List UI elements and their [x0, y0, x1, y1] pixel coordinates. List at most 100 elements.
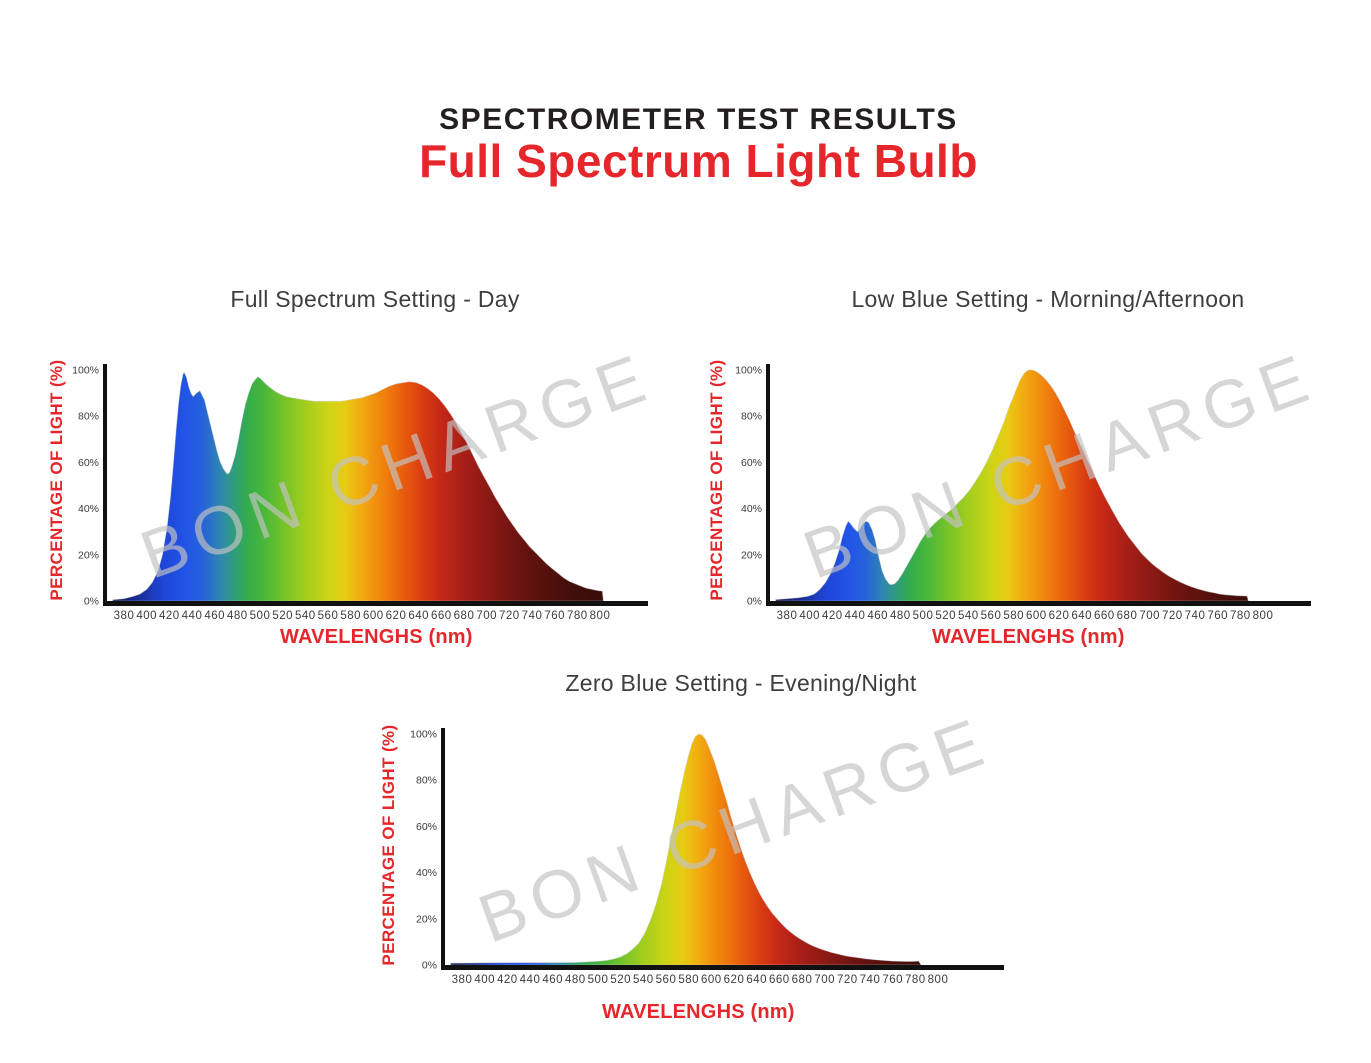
x-tick-label: 760 — [544, 610, 565, 622]
y-tick-label: 20% — [78, 549, 99, 561]
x-tick-label: 520 — [935, 610, 956, 622]
x-tick-label: 600 — [363, 610, 384, 622]
y-tick-label: 20% — [416, 913, 437, 925]
x-tick-label: 440 — [845, 610, 866, 622]
y-tick-label: 60% — [741, 457, 762, 469]
x-tick-label: 380 — [777, 610, 798, 622]
chart-title: Low Blue Setting - Morning/Afternoon — [851, 286, 1245, 312]
chart-title: Full Spectrum Setting - Day — [230, 286, 520, 312]
x-tick-label: 580 — [678, 974, 699, 986]
x-tick-label: 520 — [272, 610, 293, 622]
x-axis-label: WAVELENGHS (nm) — [280, 626, 473, 648]
y-axis-line — [766, 364, 770, 606]
x-tick-label: 440 — [520, 974, 541, 986]
x-tick-label: 740 — [1185, 610, 1206, 622]
x-tick-label: 640 — [408, 610, 429, 622]
x-tick-label: 640 — [746, 974, 767, 986]
y-tick-label: 0% — [747, 596, 762, 608]
x-tick-label: 720 — [1162, 610, 1183, 622]
x-tick-label: 480 — [890, 610, 911, 622]
x-tick-label: 660 — [769, 974, 790, 986]
y-tick-label: 40% — [741, 503, 762, 515]
main-subtitle: Full Spectrum Light Bulb — [419, 135, 978, 187]
x-tick-label: 680 — [1117, 610, 1138, 622]
x-tick-label: 740 — [522, 610, 543, 622]
x-tick-label: 540 — [633, 974, 654, 986]
x-tick-label: 420 — [497, 974, 518, 986]
x-tick-label: 580 — [1003, 610, 1024, 622]
x-tick-label: 780 — [905, 974, 926, 986]
x-tick-label: 500 — [913, 610, 934, 622]
y-tick-label: 60% — [416, 821, 437, 833]
x-axis-line — [103, 601, 648, 606]
x-tick-label: 480 — [227, 610, 248, 622]
y-tick-label: 80% — [416, 775, 437, 787]
x-tick-label: 520 — [610, 974, 631, 986]
x-tick-label: 700 — [476, 610, 497, 622]
x-tick-label: 600 — [1026, 610, 1047, 622]
x-tick-label: 460 — [204, 610, 225, 622]
y-tick-label: 0% — [422, 960, 437, 972]
x-tick-label: 680 — [454, 610, 475, 622]
x-tick-label: 560 — [656, 974, 677, 986]
y-axis-line — [441, 728, 445, 970]
x-tick-label: 600 — [701, 974, 722, 986]
x-tick-label: 560 — [318, 610, 339, 622]
x-tick-label: 640 — [1071, 610, 1092, 622]
x-tick-label: 620 — [724, 974, 745, 986]
x-tick-label: 540 — [295, 610, 316, 622]
spectrum-area — [450, 733, 922, 966]
y-tick-label: 20% — [741, 549, 762, 561]
x-tick-label: 740 — [860, 974, 881, 986]
x-tick-label: 500 — [588, 974, 609, 986]
y-tick-label: 100% — [72, 365, 99, 377]
x-tick-label: 780 — [567, 610, 588, 622]
x-tick-label: 420 — [822, 610, 843, 622]
spectrum-area — [775, 369, 1249, 602]
x-tick-label: 420 — [159, 610, 180, 622]
chart-title: Zero Blue Setting - Evening/Night — [565, 670, 917, 696]
y-tick-label: 100% — [735, 365, 762, 377]
y-tick-label: 80% — [78, 411, 99, 423]
x-tick-label: 380 — [452, 974, 473, 986]
x-tick-label: 460 — [542, 974, 563, 986]
x-tick-label: 760 — [1207, 610, 1228, 622]
x-tick-label: 620 — [1049, 610, 1070, 622]
x-tick-label: 440 — [182, 610, 203, 622]
x-tick-label: 380 — [114, 610, 135, 622]
main-title: SPECTROMETER TEST RESULTS — [439, 103, 958, 136]
y-axis-label: PERCENTAGE OF LIGHT (%) — [379, 724, 398, 966]
y-tick-label: 100% — [410, 729, 437, 741]
y-tick-label: 40% — [416, 867, 437, 879]
x-tick-label: 780 — [1230, 610, 1251, 622]
x-axis-line — [441, 965, 1004, 970]
y-tick-label: 60% — [78, 457, 99, 469]
x-tick-label: 540 — [958, 610, 979, 622]
x-tick-label: 460 — [867, 610, 888, 622]
x-axis-label: WAVELENGHS (nm) — [932, 626, 1125, 648]
x-tick-label: 620 — [386, 610, 407, 622]
y-tick-label: 0% — [84, 596, 99, 608]
x-tick-label: 700 — [814, 974, 835, 986]
y-tick-label: 80% — [741, 411, 762, 423]
y-tick-label: 40% — [78, 503, 99, 515]
spectrum-area — [112, 371, 604, 602]
x-tick-label: 560 — [981, 610, 1002, 622]
y-axis-line — [103, 364, 107, 606]
x-tick-label: 760 — [882, 974, 903, 986]
x-tick-label: 720 — [499, 610, 520, 622]
x-tick-label: 480 — [565, 974, 586, 986]
x-tick-label: 400 — [799, 610, 820, 622]
x-tick-label: 800 — [928, 974, 949, 986]
x-tick-label: 800 — [1253, 610, 1274, 622]
x-tick-label: 720 — [837, 974, 858, 986]
x-tick-label: 660 — [431, 610, 452, 622]
x-tick-label: 400 — [136, 610, 157, 622]
x-tick-label: 700 — [1139, 610, 1160, 622]
x-tick-label: 500 — [250, 610, 271, 622]
x-tick-label: 400 — [474, 974, 495, 986]
x-tick-label: 580 — [340, 610, 361, 622]
x-axis-line — [766, 601, 1311, 606]
